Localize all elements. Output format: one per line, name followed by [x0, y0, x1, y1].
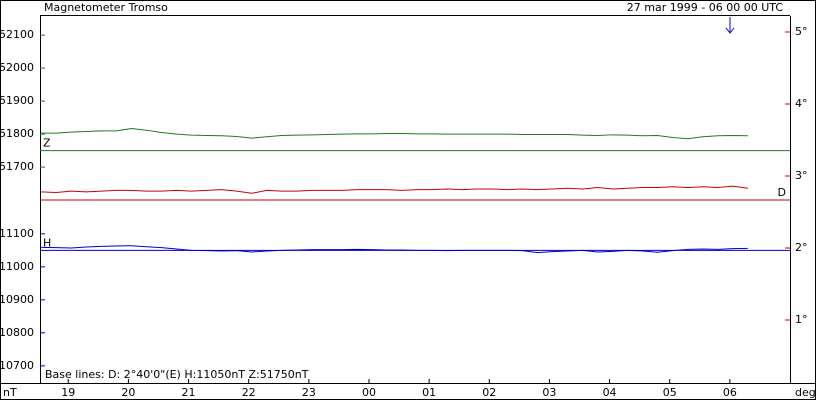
x-tick-label: 23	[302, 386, 316, 399]
x-tick-label: 22	[242, 386, 256, 399]
x-tick-label: 03	[542, 386, 556, 399]
y-tick-label: 11000	[0, 260, 34, 273]
series-line	[41, 128, 748, 140]
series-label: H	[43, 236, 51, 249]
x-tick-label: 01	[422, 386, 436, 399]
x-tick-label: 05	[663, 386, 677, 399]
left-unit: nT	[3, 386, 17, 399]
x-tick-label: 00	[362, 386, 376, 399]
x-tick-label: 06	[723, 386, 737, 399]
y-tick-label: 11100	[0, 227, 34, 240]
time-arrow	[725, 17, 735, 34]
y-tick-label: 52000	[0, 61, 34, 74]
y-tick-label: 4°	[795, 97, 808, 110]
series-line	[41, 185, 748, 194]
y-tick-label: 5°	[795, 25, 808, 38]
chart-subtitle: 27 mar 1999 - 06 00 00 UTC	[627, 1, 784, 14]
y-tick-label: 51900	[0, 94, 34, 107]
x-tick-label: 19	[61, 386, 75, 399]
y-tick-label: 2°	[795, 241, 808, 254]
y-tick-label: 51800	[0, 127, 34, 140]
x-tick-label: 04	[603, 386, 617, 399]
chart-title: Magnetometer Tromso	[44, 1, 168, 14]
y-tick-label: 10700	[0, 359, 34, 372]
baselines-note: Base lines: D: 2°40'0"(E) H:11050nT Z:51…	[45, 368, 309, 381]
x-tick-label: 02	[482, 386, 496, 399]
right-unit: deg	[795, 386, 816, 399]
y-tick-label: 10800	[0, 326, 34, 339]
y-tick-label: 51700	[0, 160, 34, 173]
y-tick-label: 1°	[795, 313, 808, 326]
y-tick-label: 3°	[795, 169, 808, 182]
series-line	[41, 245, 748, 254]
x-tick-label: 21	[182, 386, 196, 399]
series-label: D	[778, 186, 786, 199]
y-tick-label: 10900	[0, 293, 34, 306]
x-tick-label: 20	[121, 386, 135, 399]
y-tick-label: 52100	[0, 28, 34, 41]
series-label: Z	[43, 137, 51, 150]
